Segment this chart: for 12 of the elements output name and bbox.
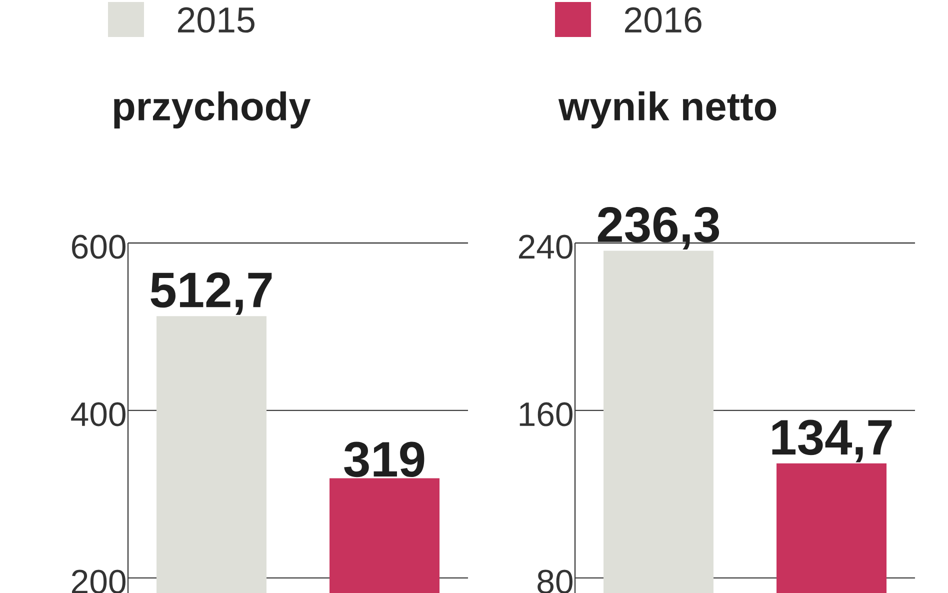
legend-label: 2015: [178, 7, 254, 33]
legend-label: 2016: [625, 7, 702, 33]
y-tick-label: 600: [72, 234, 126, 259]
y-tick-label: 400: [71, 402, 126, 426]
y-tick-label: 160: [520, 402, 572, 426]
chart-title: wynik netto: [558, 91, 776, 128]
data-label: 512,7: [150, 272, 272, 315]
data-label: 319: [344, 442, 424, 478]
data-label: 134,7: [772, 420, 892, 462]
chart-title: przychody: [114, 91, 311, 128]
data-label: 236,3: [598, 207, 720, 250]
y-tick-label: 240: [519, 234, 572, 259]
